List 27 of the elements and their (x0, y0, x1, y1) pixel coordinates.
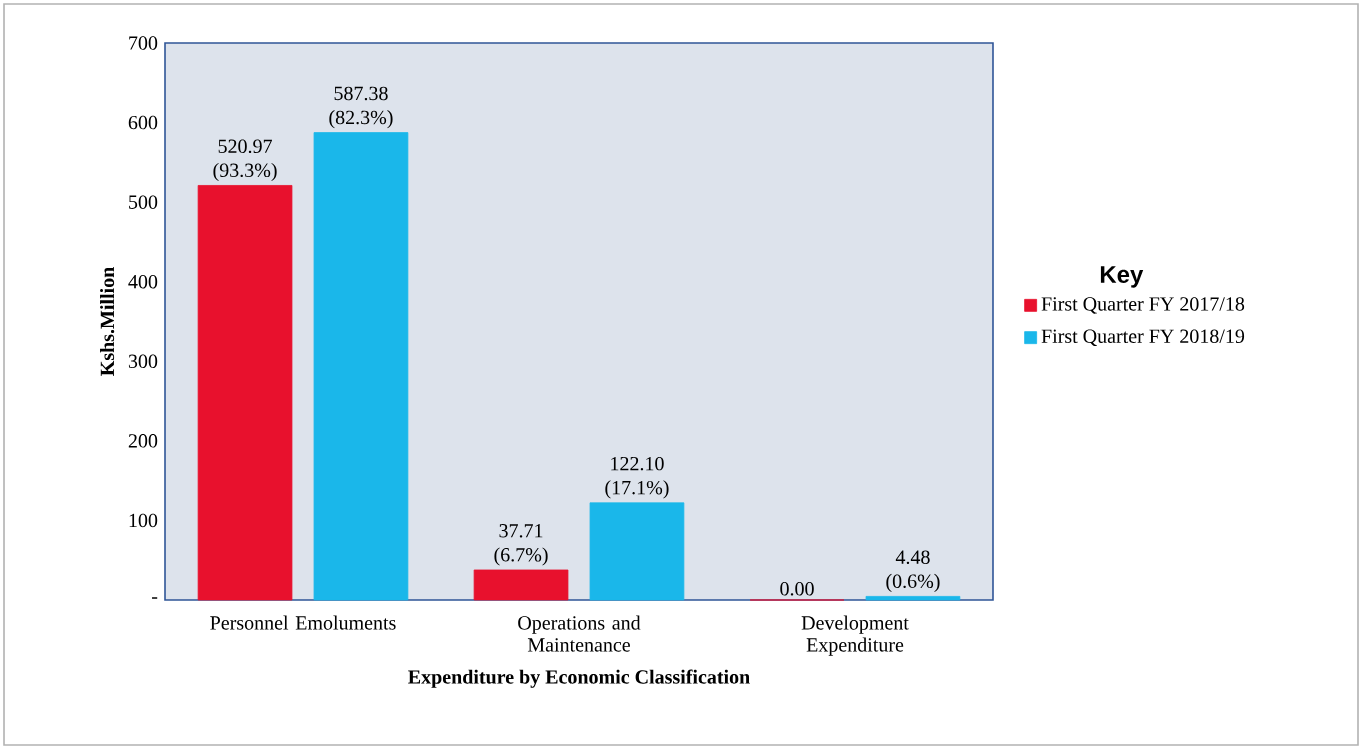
legend-label: First Quarter FY 2017/18 (1041, 297, 1245, 314)
y-tick-label: - (152, 597, 158, 599)
x-tick-label: Personnel Emoluments (210, 615, 396, 630)
bar (197, 185, 293, 601)
bar (589, 502, 685, 601)
legend-title: Key (1100, 266, 1144, 288)
x-tick-label: Development Expenditure (801, 615, 909, 656)
legend-label: First Quarter FY 2018/19 (1041, 329, 1245, 347)
y-tick-label: 300 (128, 354, 158, 369)
data-label: 122.10 (17.1%) (605, 456, 669, 499)
x-tick-label: Operations and Maintenance (518, 615, 641, 652)
data-label: 37.71 (6.7%) (494, 524, 548, 566)
y-tick-label: 100 (129, 513, 158, 528)
data-label: 587.38 (82.3%) (329, 86, 393, 129)
data-label: 4.48 (0.6%) (886, 550, 940, 593)
data-label: 520.97 (93.3%) (213, 139, 277, 182)
x-axis-title: Expenditure by Economic Classification (408, 669, 750, 688)
y-tick-label: 500 (129, 195, 158, 209)
y-tick-label: 200 (128, 434, 158, 448)
bar (473, 569, 569, 601)
bar (313, 132, 409, 601)
data-label: 0.00 (780, 582, 814, 596)
bar (865, 596, 961, 601)
y-tick-label: 700 (129, 36, 158, 50)
y-axis-title: Kshs.Million (100, 267, 115, 376)
y-tick-label: 400 (128, 274, 158, 289)
y-tick-label: 600 (128, 115, 158, 130)
